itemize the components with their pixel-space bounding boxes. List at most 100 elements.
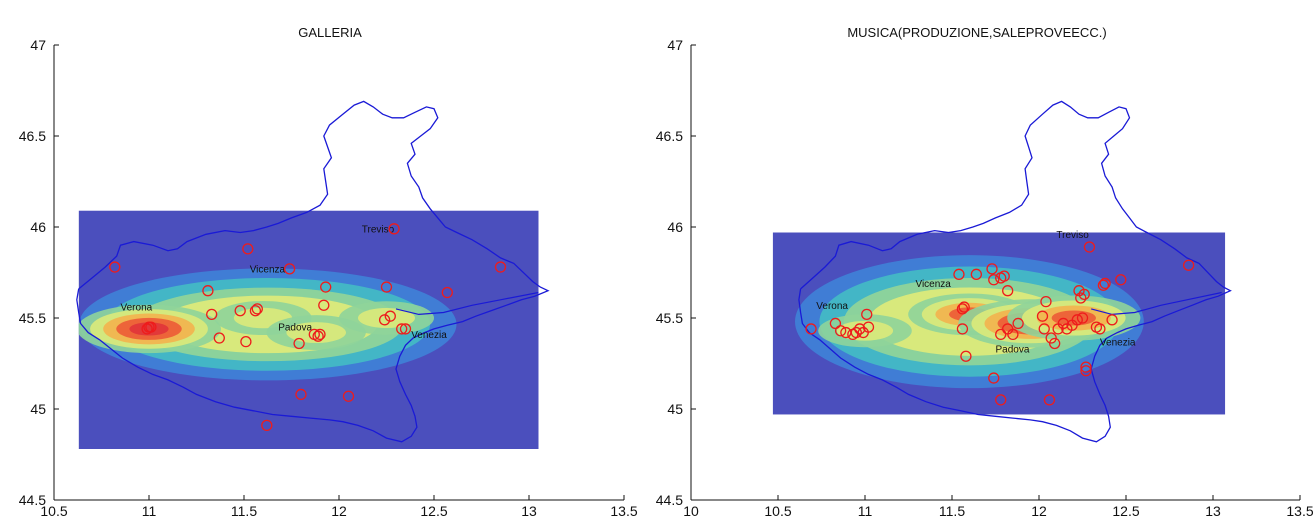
- galleria-panel: GALLERIA Verona Vicenza Padova Treviso Venez…: [19, 25, 638, 519]
- galleria-point: [249, 305, 262, 317]
- galleria-points: [109, 223, 507, 432]
- musica-panel: MUSICA(PRODUZIONE,SALEPROVEECC.) Verona V…: [656, 25, 1313, 519]
- musica-point: [805, 323, 817, 335]
- city-label-padova: Padova: [278, 323, 312, 334]
- musica-coastline: [1091, 291, 1222, 316]
- musica-point: [1080, 361, 1092, 373]
- musica-point: [1099, 277, 1111, 290]
- galleria-y-tick-label: 46: [30, 219, 46, 235]
- galleria-x-tick-label: 11: [142, 503, 157, 519]
- galleria-y-tick-label: 46.5: [19, 128, 46, 144]
- galleria-point: [320, 281, 332, 293]
- musica-point: [988, 372, 1000, 384]
- city-label-verona: Verona: [816, 301, 848, 312]
- musica-point: [862, 321, 875, 333]
- musica-title: MUSICA(PRODUZIONE,SALEPROVEECC.): [847, 25, 1106, 40]
- musica-point: [1057, 317, 1070, 330]
- city-label-treviso: Treviso: [362, 224, 395, 235]
- musica-point: [956, 323, 969, 335]
- galleria-point: [145, 321, 157, 333]
- musica-city-labels: Verona Vicenza Padova Treviso Venezia: [816, 230, 1136, 356]
- galleria-point: [206, 308, 218, 321]
- musica-point: [1036, 310, 1049, 322]
- musica-point: [850, 326, 862, 339]
- musica-boundary: [798, 100, 1232, 443]
- galleria-point: [202, 285, 214, 297]
- city-label-venezia: Venezia: [411, 330, 447, 341]
- musica-point: [1002, 285, 1014, 297]
- city-label-verona: Verona: [121, 303, 153, 314]
- musica-point: [970, 268, 983, 280]
- galleria-x-tick-label: 12.5: [420, 503, 447, 519]
- musica-points: [805, 241, 1195, 406]
- galleria-point: [399, 323, 412, 335]
- galleria-point: [242, 243, 254, 255]
- musica-point: [834, 325, 847, 337]
- galleria-point: [213, 332, 225, 344]
- galleria-point: [396, 323, 408, 335]
- musica-y-tick-label: 46.5: [656, 128, 683, 144]
- galleria-coastline: [395, 291, 539, 316]
- galleria-point: [261, 419, 273, 432]
- musica-point: [1083, 241, 1096, 253]
- galleria-point: [251, 303, 263, 315]
- musica-x-tick-label: 11.5: [939, 503, 965, 519]
- musica-point: [1076, 312, 1089, 324]
- galleria-y-tick-label: 45.5: [19, 310, 46, 326]
- galleria-title: GALLERIA: [298, 25, 362, 40]
- musica-region-outline: [798, 100, 1232, 443]
- musica-x-tick-label: 12.5: [1112, 503, 1139, 519]
- musica-point: [1115, 274, 1127, 286]
- galleria-point: [388, 223, 400, 235]
- galleria-density: [78, 210, 539, 450]
- city-label-vicenza: Vicenza: [915, 279, 951, 290]
- musica-point: [1078, 288, 1090, 300]
- musica-density: [772, 232, 1226, 415]
- galleria-y-tick-label: 44.5: [19, 492, 46, 508]
- musica-y-tick-label: 44.5: [656, 492, 683, 508]
- galleria-point: [441, 286, 453, 299]
- galleria-point: [384, 310, 396, 322]
- galleria-region-outline: [76, 100, 550, 443]
- galleria-x-tick-label: 12: [331, 503, 347, 519]
- musica-x-tick-label: 10: [683, 503, 699, 519]
- musica-point: [1071, 314, 1083, 326]
- musica-point: [953, 268, 965, 280]
- musica-point: [1080, 365, 1092, 377]
- musica-point: [956, 303, 969, 315]
- musica-y-tick-label: 45: [667, 401, 683, 417]
- galleria-density-hotspot: [129, 322, 169, 336]
- city-label-vicenza: Vicenza: [250, 265, 286, 276]
- musica-x-tick-label: 10.5: [764, 503, 791, 519]
- galleria-y-tick-label: 45: [30, 401, 46, 417]
- musica-x-tick-label: 13: [1205, 503, 1221, 519]
- musica-axes: 10 10.5 11 11.5 12 12.5 13 13.5 44.5 45 45.5 46 46.5…: [656, 37, 1313, 519]
- galleria-point: [378, 314, 391, 326]
- galleria-boundary: [76, 100, 550, 443]
- galleria-axes: 10.5 11 11.5 12 12.5 13 13.5 44.5 45 45.5 46 46.5 47: [19, 37, 638, 519]
- musica-point: [1106, 314, 1118, 326]
- galleria-x-tick-label: 13: [521, 503, 537, 519]
- galleria-point: [109, 261, 121, 273]
- musica-point: [1097, 279, 1110, 291]
- galleria-point: [342, 390, 355, 402]
- galleria-density-hotspot: [286, 322, 347, 343]
- galleria-point: [293, 337, 305, 350]
- musica-y-tick-label: 45.5: [656, 310, 683, 326]
- musica-y-tick-label: 46: [667, 219, 683, 235]
- galleria-y-tick-label: 47: [30, 37, 46, 53]
- galleria-point: [318, 299, 330, 311]
- city-label-padova: Padova: [996, 345, 1030, 356]
- city-label-treviso: Treviso: [1056, 230, 1089, 241]
- musica-point: [1049, 337, 1061, 350]
- galleria-point: [314, 328, 326, 341]
- galleria-point: [380, 281, 393, 293]
- musica-point: [854, 323, 866, 335]
- musica-point: [995, 394, 1007, 406]
- musica-point: [958, 301, 970, 313]
- musica-y-tick-label: 47: [667, 37, 683, 53]
- musica-point: [998, 270, 1010, 282]
- musica-x-tick-label: 13.5: [1286, 503, 1313, 519]
- galleria-point: [283, 263, 296, 275]
